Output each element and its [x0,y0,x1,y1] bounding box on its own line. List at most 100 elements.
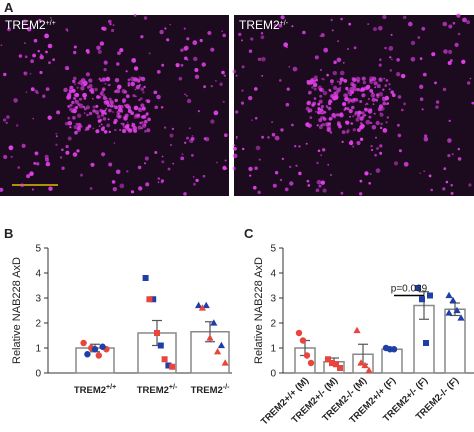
cell [339,112,343,116]
y-tick-label: 0 [270,369,276,380]
cell [419,97,424,101]
cell [191,154,194,157]
cell [186,59,189,61]
cell [99,108,103,113]
cell [125,103,130,109]
cell [124,104,126,107]
cell [107,118,110,121]
cell [169,143,173,147]
cell [76,149,80,153]
cell [108,130,112,134]
cell [133,105,139,111]
cell [450,191,454,195]
cell [327,101,331,104]
cell [224,159,227,162]
cell [138,107,141,110]
cell [350,90,354,94]
cell [403,15,407,20]
cell [319,94,323,98]
cell [315,78,318,82]
cell [133,77,138,82]
cell [183,27,186,30]
cell [363,86,368,91]
cell [457,147,460,151]
cell [210,85,213,88]
cell [467,81,471,85]
cell [423,136,429,142]
cell [371,125,377,130]
cell [83,112,86,115]
cell [352,145,355,148]
cell [232,69,237,74]
cell [95,129,100,134]
cell [393,161,399,166]
cell [55,143,58,146]
cell [343,108,346,112]
cell [144,123,147,126]
cell [117,113,120,115]
cell [371,148,374,152]
cell [225,167,228,170]
cell [388,88,391,91]
cell [102,93,106,97]
cell [447,154,451,158]
data-point [95,352,103,359]
cell [261,135,264,139]
cell [355,117,360,122]
cell [367,23,370,26]
cell [130,81,135,87]
cell [361,111,365,115]
data-point [390,346,398,353]
data-point [154,330,160,336]
cell [69,107,73,112]
cell [312,82,318,88]
cell [359,100,363,103]
cell [130,111,135,116]
cell [278,23,283,28]
data-point [453,306,461,314]
cell [191,135,194,137]
cell [320,105,324,109]
cell [154,105,158,110]
cell [323,47,329,53]
cell [238,32,242,37]
cell [113,120,117,125]
y-tick-label: 5 [270,244,276,255]
cell [364,108,368,112]
cell [367,97,370,100]
cell [184,93,186,96]
cell [391,93,396,98]
cell [316,161,319,165]
cell [357,110,362,115]
data-point [202,301,210,309]
data-point [307,359,315,367]
cell [280,15,285,20]
cell [452,21,456,25]
cell [456,13,461,18]
cell [126,121,129,124]
cell [113,142,116,144]
cell [222,166,226,169]
cell [451,153,454,156]
cell [98,77,102,81]
cell [183,46,188,51]
cell [20,183,25,187]
cell [313,97,317,100]
cell [105,76,111,82]
cell [87,124,92,128]
cell [80,86,85,91]
cell [144,129,147,133]
cell [248,49,253,53]
cell [257,57,262,61]
cell [288,66,291,68]
cell [279,178,283,182]
cell [74,83,76,86]
cell [77,113,82,118]
cell [112,187,118,192]
y-tick-label: 2 [270,319,276,330]
cell [100,123,103,126]
cell [185,94,188,97]
cell [340,17,343,21]
cell [397,95,402,99]
data-point [214,347,222,355]
